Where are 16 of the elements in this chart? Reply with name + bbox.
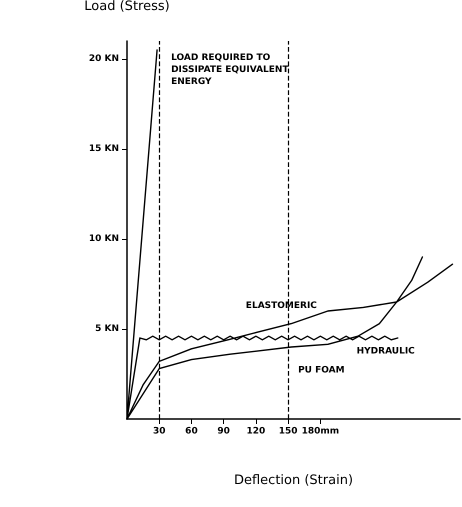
x-tick-label: 120 (246, 426, 266, 436)
series-label: HYDRAULIC (356, 346, 416, 356)
x-tick-label: 150 (278, 426, 298, 436)
y-axis-title: Load (Stress) (84, 0, 170, 14)
y-tick-label: 15 KN (88, 144, 119, 154)
text: PU FOAM (298, 366, 345, 376)
series-label: ELASTOMERIC (246, 301, 318, 312)
y-tick-label: 20 KN (88, 54, 119, 64)
x-tick-label: 60 (185, 426, 198, 436)
x-tick-label: 180mm (302, 426, 340, 436)
y-tick-label: 5 KN (95, 324, 119, 334)
x-tick-label: 90 (217, 426, 230, 436)
x-axis-title: Deflection (Strain) (234, 473, 354, 488)
x-tick-label: 30 (152, 426, 166, 436)
y-tick-label: 10 KN (88, 234, 119, 244)
annotation: LOAD REQUIRED TO DISSIPATE EQUIVALENT ENERGY (171, 53, 290, 87)
